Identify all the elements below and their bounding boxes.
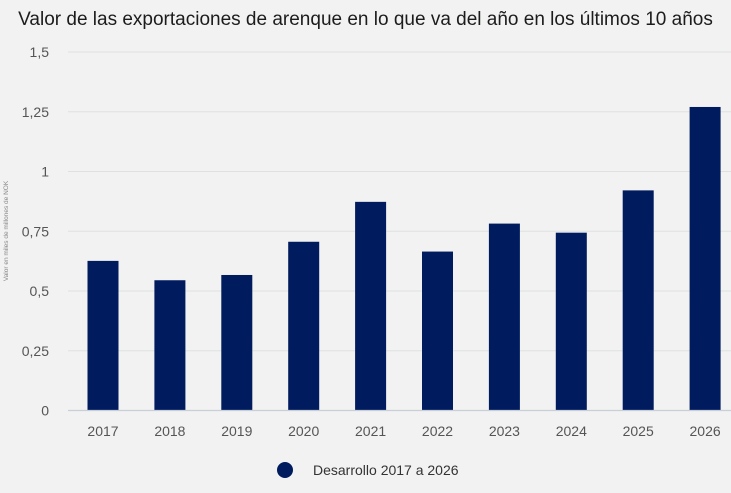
x-tick-label: 2022 bbox=[422, 423, 453, 439]
x-tick-label: 2024 bbox=[556, 423, 587, 439]
x-tick-label: 2021 bbox=[355, 423, 386, 439]
legend: Desarrollo 2017 a 2026 bbox=[277, 461, 459, 479]
x-axis-ticks: 2017 2018 2019 2020 2021 2022 2023 2024 2025 2026 bbox=[87, 423, 720, 439]
bar-2025[interactable] bbox=[622, 190, 654, 411]
y-tick-label: 1,5 bbox=[30, 44, 50, 60]
bar-2020[interactable] bbox=[288, 241, 320, 411]
x-tick-label: 2019 bbox=[221, 423, 252, 439]
gridlines bbox=[68, 51, 731, 352]
y-tick-label: 0 bbox=[41, 403, 49, 419]
y-tick-label: 1,25 bbox=[22, 104, 49, 120]
bar-2024[interactable] bbox=[555, 232, 587, 411]
x-tick-label: 2023 bbox=[489, 423, 520, 439]
bars bbox=[87, 106, 721, 411]
bar-2022[interactable] bbox=[422, 251, 453, 411]
x-tick-label: 2020 bbox=[288, 423, 319, 439]
y-tick-label: 0,25 bbox=[22, 343, 49, 359]
bar-2021[interactable] bbox=[355, 201, 387, 411]
bar-2017[interactable] bbox=[87, 260, 119, 411]
bar-2019[interactable] bbox=[221, 274, 253, 411]
bar-2018[interactable] bbox=[154, 280, 186, 411]
x-tick-label: 2018 bbox=[154, 423, 185, 439]
y-tick-label: 0,5 bbox=[30, 283, 50, 299]
y-axis-label: Valor en miles de millones de NOK bbox=[3, 180, 10, 281]
x-tick-label: 2025 bbox=[623, 423, 654, 439]
x-tick-label: 2026 bbox=[690, 423, 721, 439]
x-tick-label: 2017 bbox=[87, 423, 118, 439]
bar-2026[interactable] bbox=[689, 106, 721, 411]
chart-title: Valor de las exportaciones de arenque en… bbox=[18, 9, 713, 30]
legend-label: Desarrollo 2017 a 2026 bbox=[313, 462, 459, 478]
legend-swatch-icon bbox=[277, 462, 293, 478]
y-axis-ticks: 0 0,25 0,5 0,75 1 1,25 1,5 bbox=[22, 44, 49, 419]
bar-2023[interactable] bbox=[488, 223, 520, 411]
y-tick-label: 0,75 bbox=[22, 223, 49, 239]
y-tick-label: 1 bbox=[41, 164, 49, 180]
